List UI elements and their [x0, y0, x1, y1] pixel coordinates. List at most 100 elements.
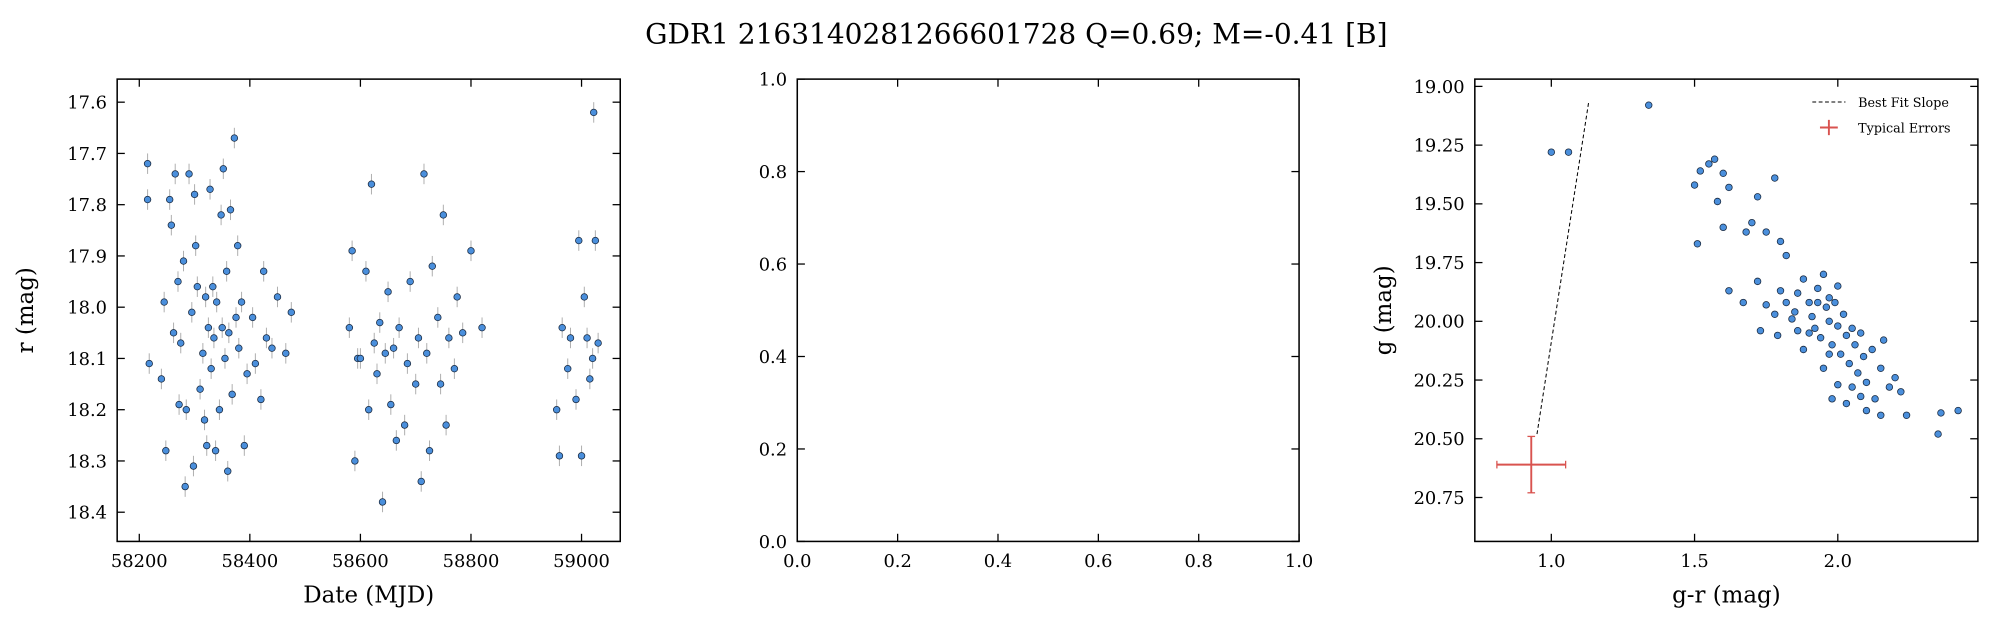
point: [1805, 329, 1813, 337]
point: [212, 298, 221, 306]
point: [370, 339, 378, 347]
point: [356, 354, 365, 363]
point: [420, 170, 428, 178]
point: [143, 195, 152, 204]
point: [1842, 331, 1851, 340]
x-axis-label: Date (MJD): [303, 583, 434, 609]
point: [1825, 350, 1833, 358]
y-tick-label: 1.0: [759, 69, 787, 90]
point: [257, 395, 265, 404]
point: [1857, 329, 1865, 337]
point: [1710, 155, 1719, 163]
point: [348, 247, 356, 255]
point: [453, 293, 461, 301]
point: [395, 324, 403, 332]
point: [162, 447, 170, 455]
y-tick-label: 18.0: [67, 298, 107, 319]
point: [174, 277, 182, 286]
y-tick-label: 0.8: [759, 162, 787, 183]
point: [439, 211, 448, 219]
point: [1857, 392, 1865, 401]
y-tick-label: 0.6: [759, 254, 787, 275]
point: [594, 339, 602, 347]
point: [222, 267, 231, 276]
x-tick-label: 0.8: [1185, 551, 1213, 572]
point: [436, 380, 445, 388]
point: [552, 406, 561, 414]
y-tick-label: 0.0: [759, 532, 787, 553]
point: [1794, 289, 1802, 297]
point: [1742, 228, 1750, 236]
point: [1799, 345, 1808, 354]
x-tick-label: 58800: [443, 551, 500, 572]
point: [445, 334, 453, 342]
point: [376, 318, 384, 327]
point: [566, 334, 575, 342]
axes-frame: [1474, 78, 1979, 543]
point: [167, 221, 176, 229]
point: [1547, 148, 1556, 156]
point: [287, 308, 296, 317]
point: [403, 359, 412, 368]
point: [228, 390, 236, 399]
point: [1771, 174, 1779, 182]
x-tick-label: 1.0: [1537, 551, 1565, 572]
point: [572, 395, 580, 404]
point: [406, 277, 414, 286]
point: [1776, 287, 1785, 295]
y-tick-label: 18.4: [67, 503, 107, 524]
point: [1753, 277, 1762, 286]
point: [434, 313, 442, 322]
point: [1782, 298, 1790, 307]
legend-label: Best Fit Slope: [1858, 96, 1949, 111]
point: [1819, 270, 1828, 279]
point: [1885, 383, 1894, 391]
y-tick-label: 20.00: [1414, 312, 1465, 333]
point: [204, 324, 213, 332]
point: [1828, 341, 1836, 349]
y-tick-label: 20.75: [1414, 488, 1465, 509]
point: [378, 498, 387, 506]
point: [1564, 148, 1573, 156]
point: [237, 298, 246, 306]
point: [225, 329, 233, 337]
point: [1825, 294, 1833, 302]
y-tick-label: 19.00: [1414, 77, 1465, 98]
point: [1862, 378, 1871, 387]
legend-label: Typical Errors: [1858, 122, 1950, 137]
x-tick-label: 59000: [553, 551, 610, 572]
point: [362, 267, 370, 276]
point: [1719, 169, 1727, 178]
point: [273, 293, 282, 301]
point: [1782, 251, 1790, 260]
x-tick-label: 0.0: [783, 551, 811, 572]
y-tick-label: 18.2: [67, 400, 107, 421]
point: [210, 334, 218, 342]
point: [209, 282, 217, 291]
x-tick-label: 1.0: [1285, 551, 1313, 572]
point: [1834, 282, 1842, 290]
point: [392, 436, 401, 445]
point: [1868, 345, 1876, 354]
point: [282, 349, 290, 358]
point: [1937, 409, 1945, 417]
point: [1854, 369, 1862, 377]
point: [1816, 334, 1825, 342]
point: [590, 108, 598, 117]
y-tick-label: 17.7: [67, 144, 107, 165]
point: [1836, 350, 1845, 358]
point: [185, 170, 193, 178]
point: [199, 349, 207, 358]
point: [1690, 181, 1699, 189]
point: [1831, 298, 1839, 307]
point: [218, 324, 226, 332]
x-tick-label: 0.4: [984, 551, 1012, 572]
point: [1773, 331, 1782, 340]
point: [428, 262, 436, 270]
point: [203, 441, 211, 450]
x-axis-label: g-r (mag): [1672, 583, 1781, 609]
x-tick-label: 0.6: [1084, 551, 1112, 572]
point: [207, 365, 215, 373]
y-tick-label: 19.50: [1414, 194, 1465, 215]
point: [191, 241, 200, 250]
